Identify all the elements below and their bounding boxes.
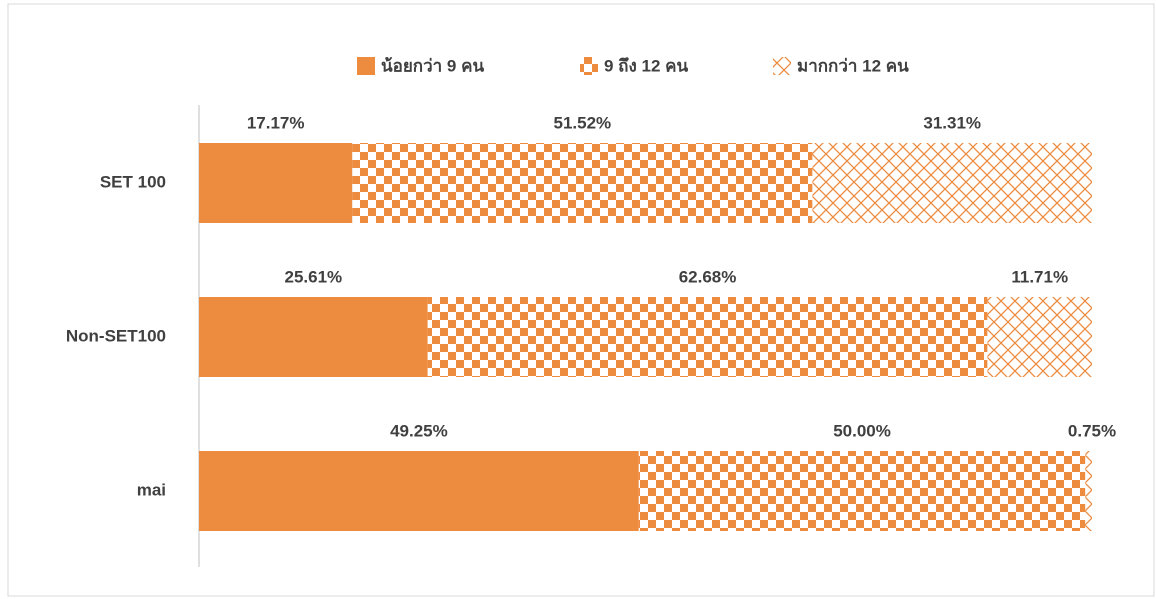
y-tick-label: mai	[137, 480, 166, 499]
bar-segment	[812, 143, 1092, 223]
legend-label: 9 ถึง 12 คน	[604, 56, 688, 75]
data-label: 62.68%	[679, 267, 737, 286]
data-label: 17.17%	[247, 113, 305, 132]
legend-swatch	[773, 57, 791, 75]
bar-segment	[1085, 451, 1092, 531]
bar-segment	[199, 143, 353, 223]
bar-segment	[199, 297, 428, 377]
y-tick-label: Non-SET100	[66, 326, 166, 345]
data-label: 25.61%	[285, 267, 343, 286]
data-label: 11.71%	[1011, 267, 1068, 286]
bar-segment	[987, 297, 1092, 377]
legend-swatch	[357, 57, 375, 75]
data-label: 49.25%	[390, 421, 448, 440]
chart-frame	[7, 3, 1155, 597]
legend-label: น้อยกว่า 9 คน	[381, 56, 484, 75]
legend-label: มากกว่า 12 คน	[797, 56, 909, 75]
bar-segment	[638, 451, 1086, 531]
data-label: 0.75%	[1068, 421, 1116, 440]
y-tick-label: SET 100	[100, 172, 166, 191]
bar-segment	[352, 143, 813, 223]
bar-segment	[427, 297, 988, 377]
data-label: 50.00%	[833, 421, 891, 440]
data-label: 51.52%	[554, 113, 612, 132]
data-label: 31.31%	[923, 113, 981, 132]
bar-segment	[199, 451, 639, 531]
legend-swatch	[580, 57, 598, 75]
